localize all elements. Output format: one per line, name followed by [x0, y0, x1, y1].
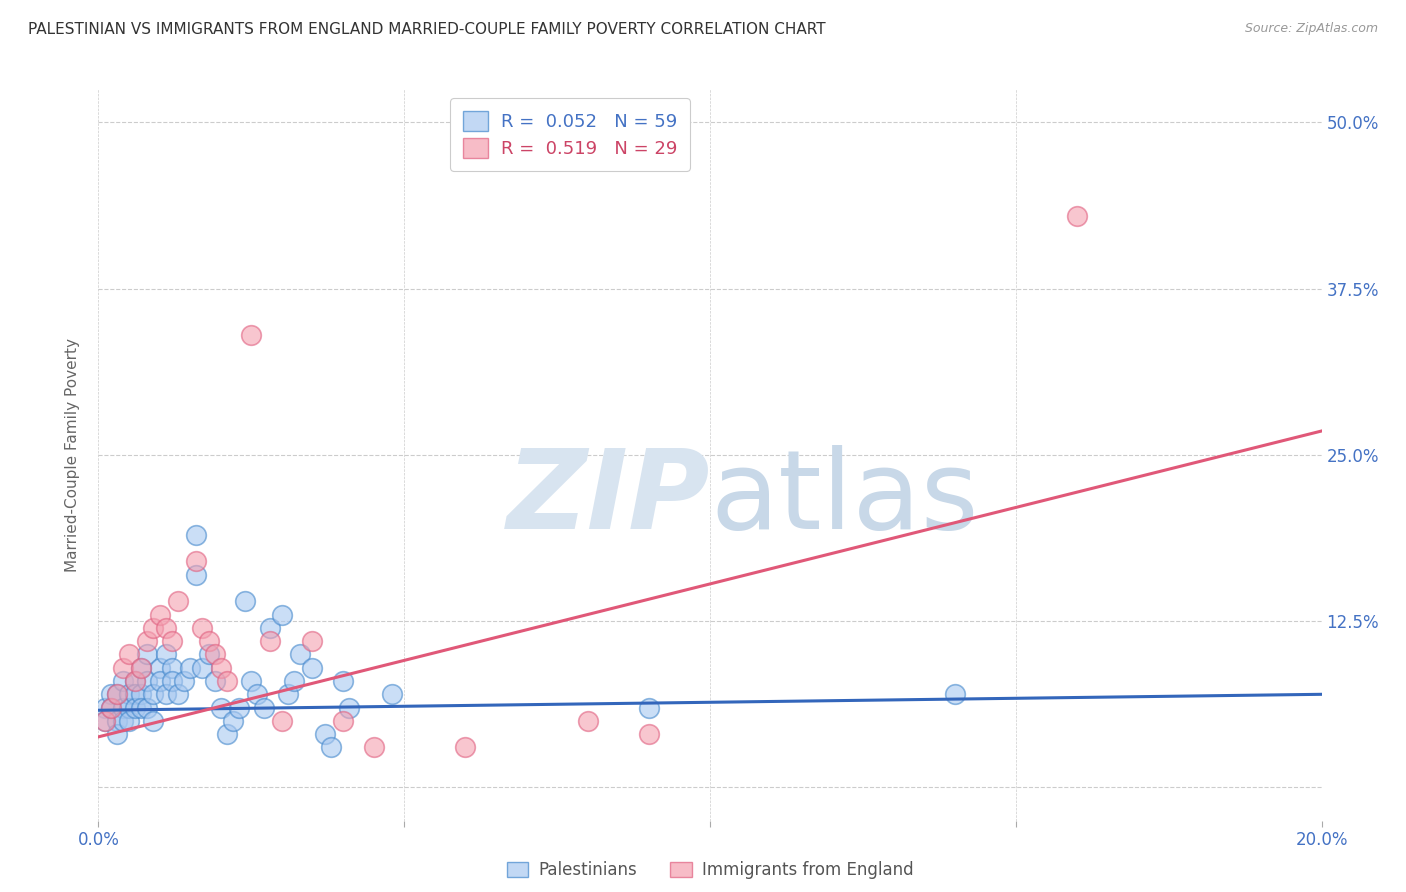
Point — [167, 594, 190, 608]
Point — [186, 567, 208, 582]
Text: atlas: atlas — [710, 445, 979, 552]
Point — [197, 634, 219, 648]
Point — [215, 727, 238, 741]
Point — [118, 687, 141, 701]
Point — [191, 661, 214, 675]
Point — [105, 687, 128, 701]
Point — [204, 673, 226, 688]
Point — [124, 687, 146, 701]
Point — [319, 740, 342, 755]
Point — [240, 328, 263, 343]
Point — [270, 714, 292, 728]
Point — [337, 700, 360, 714]
Point — [186, 527, 208, 541]
Point — [129, 661, 152, 675]
Point — [118, 700, 141, 714]
Point — [363, 740, 385, 755]
Point — [252, 700, 274, 714]
Point — [124, 700, 146, 714]
Y-axis label: Married-Couple Family Poverty: Married-Couple Family Poverty — [65, 338, 80, 572]
Point — [142, 621, 165, 635]
Point — [246, 687, 269, 701]
Text: PALESTINIAN VS IMMIGRANTS FROM ENGLAND MARRIED-COUPLE FAMILY POVERTY CORRELATION: PALESTINIAN VS IMMIGRANTS FROM ENGLAND M… — [28, 22, 825, 37]
Point — [259, 634, 281, 648]
Point — [233, 594, 256, 608]
Point — [179, 661, 201, 675]
Point — [136, 673, 159, 688]
Point — [93, 714, 115, 728]
Point — [332, 714, 354, 728]
Point — [93, 700, 115, 714]
Point — [100, 700, 122, 714]
Point — [332, 673, 354, 688]
Point — [129, 700, 152, 714]
Point — [637, 727, 661, 741]
Point — [142, 714, 165, 728]
Point — [1066, 209, 1088, 223]
Point — [240, 673, 263, 688]
Point — [111, 700, 134, 714]
Point — [100, 687, 122, 701]
Point — [136, 700, 159, 714]
Point — [301, 661, 323, 675]
Point — [136, 634, 159, 648]
Point — [222, 714, 245, 728]
Point — [124, 673, 146, 688]
Point — [93, 714, 115, 728]
Point — [186, 554, 208, 568]
Point — [209, 661, 232, 675]
Point — [277, 687, 299, 701]
Point — [381, 687, 404, 701]
Point — [111, 673, 134, 688]
Point — [118, 648, 141, 662]
Point — [111, 661, 134, 675]
Point — [259, 621, 281, 635]
Point — [155, 648, 177, 662]
Point — [100, 700, 122, 714]
Point — [290, 648, 312, 662]
Point — [167, 687, 190, 701]
Point — [209, 700, 232, 714]
Point — [142, 687, 165, 701]
Point — [197, 648, 219, 662]
Point — [215, 673, 238, 688]
Point — [105, 687, 128, 701]
Text: ZIP: ZIP — [506, 445, 710, 552]
Point — [155, 687, 177, 701]
Point — [943, 687, 966, 701]
Point — [118, 714, 141, 728]
Point — [173, 673, 195, 688]
Point — [105, 727, 128, 741]
Text: Source: ZipAtlas.com: Source: ZipAtlas.com — [1244, 22, 1378, 36]
Point — [129, 661, 152, 675]
Point — [136, 648, 159, 662]
Point — [105, 714, 128, 728]
Point — [191, 621, 214, 635]
Point — [111, 714, 134, 728]
Point — [149, 607, 172, 622]
Point — [301, 634, 323, 648]
Point — [576, 714, 599, 728]
Point — [149, 661, 172, 675]
Point — [160, 673, 183, 688]
Point — [155, 621, 177, 635]
Point — [314, 727, 336, 741]
Legend: Palestinians, Immigrants from England: Palestinians, Immigrants from England — [501, 855, 920, 886]
Point — [454, 740, 477, 755]
Point — [149, 673, 172, 688]
Point — [228, 700, 250, 714]
Point — [204, 648, 226, 662]
Point — [270, 607, 292, 622]
Point — [637, 700, 661, 714]
Point — [124, 673, 146, 688]
Point — [129, 687, 152, 701]
Point — [160, 661, 183, 675]
Point — [283, 673, 305, 688]
Point — [160, 634, 183, 648]
